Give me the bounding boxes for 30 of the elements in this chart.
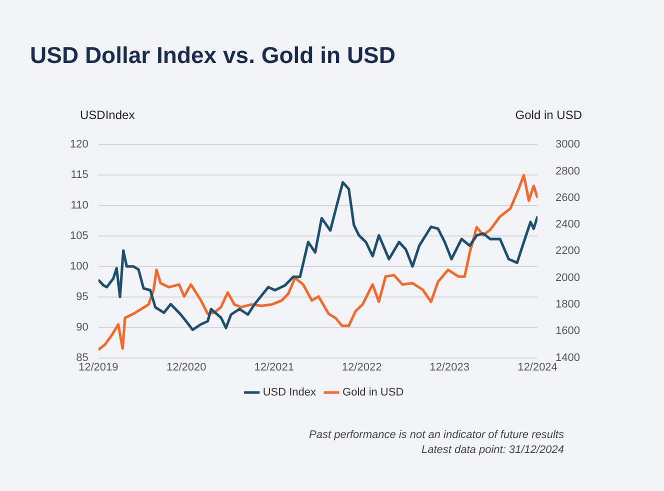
x-tick-label: 12/2022: [342, 361, 382, 374]
text: Past performance is not an indicator of future results: [309, 428, 564, 443]
y2-tick-label: 2600: [556, 192, 580, 204]
y-tick-label: 85: [76, 352, 88, 364]
y2-tick-label: 2000: [556, 272, 580, 284]
y2-tick-label: 2200: [556, 245, 580, 258]
y2-tick-label: 1600: [556, 325, 580, 338]
x-tick-label: 12/2020: [166, 361, 206, 374]
text: Latest data point: 31/12/2024: [420, 443, 564, 458]
y2-axis-title: Gold in USD: [515, 108, 582, 122]
x-tick-label: 12/2023: [430, 361, 470, 374]
x-tick-label: 12/2019: [78, 361, 118, 374]
y-tick-label: 110: [70, 200, 88, 212]
x-tick-label: 12/2024: [518, 361, 558, 374]
legend-label: Gold in USD: [342, 386, 404, 399]
y-tick-label: 100: [70, 260, 88, 272]
y-tick-label: 95: [76, 290, 88, 303]
y2-tick-label: 1800: [556, 298, 580, 311]
y-axis-title: USDIndex: [80, 108, 135, 122]
y2-tick-label: 2800: [556, 165, 580, 178]
y-tick-label: 90: [76, 321, 88, 334]
y-tick-label: 115: [70, 169, 88, 182]
chart-title: USD Dollar Index vs. Gold in USD: [30, 42, 396, 69]
y-tick-label: 120: [70, 138, 88, 151]
y2-tick-label: 1400: [556, 352, 580, 364]
x-tick-label: 12/2021: [254, 361, 294, 374]
y2-tick-label: 2400: [556, 218, 580, 231]
legend-label: USD Index: [262, 386, 317, 399]
y-tick-label: 105: [70, 230, 88, 242]
y2-tick-label: 3000: [556, 138, 580, 151]
